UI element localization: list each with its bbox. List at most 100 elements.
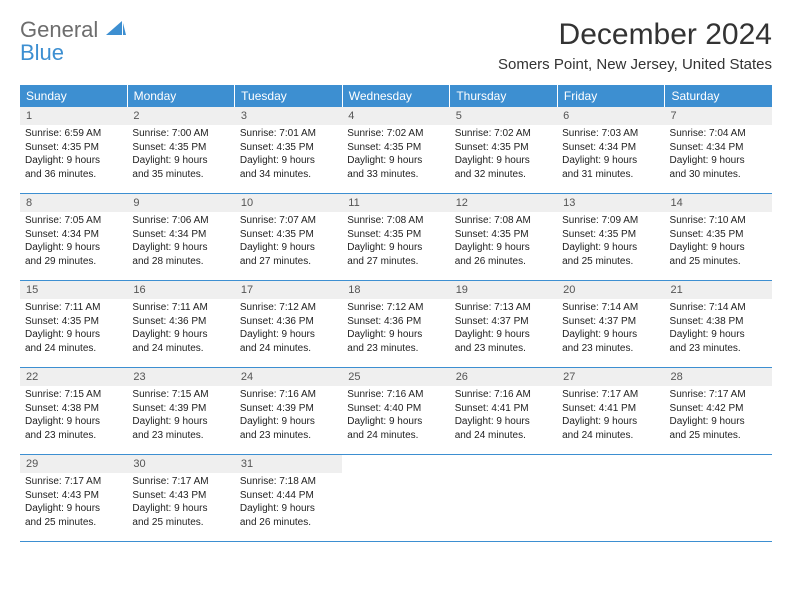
header: General Blue December 2024 Somers Point,…: [20, 18, 772, 73]
day-sunset: Sunset: 4:35 PM: [240, 141, 337, 155]
day-body: Sunrise: 7:17 AMSunset: 4:43 PMDaylight:…: [20, 473, 127, 533]
day-day1: Daylight: 9 hours: [562, 154, 659, 168]
day-day2: and 24 minutes.: [25, 342, 122, 356]
day-sunset: Sunset: 4:34 PM: [25, 228, 122, 242]
day-cell: 28Sunrise: 7:17 AMSunset: 4:42 PMDayligh…: [665, 368, 772, 454]
day-cell: 8Sunrise: 7:05 AMSunset: 4:34 PMDaylight…: [20, 194, 127, 280]
day-cell: 12Sunrise: 7:08 AMSunset: 4:35 PMDayligh…: [450, 194, 557, 280]
day-day2: and 30 minutes.: [670, 168, 767, 182]
day-body: Sunrise: 7:15 AMSunset: 4:39 PMDaylight:…: [127, 386, 234, 446]
day-day2: and 28 minutes.: [132, 255, 229, 269]
day-day2: and 24 minutes.: [455, 429, 552, 443]
day-body: Sunrise: 7:15 AMSunset: 4:38 PMDaylight:…: [20, 386, 127, 446]
day-sunrise: Sunrise: 7:17 AM: [670, 388, 767, 402]
day-body: Sunrise: 7:13 AMSunset: 4:37 PMDaylight:…: [450, 299, 557, 359]
day-sunset: Sunset: 4:35 PM: [25, 141, 122, 155]
day-cell: [342, 455, 449, 541]
day-sunset: Sunset: 4:40 PM: [347, 402, 444, 416]
logo-sail-icon: [106, 21, 126, 37]
day-day2: and 24 minutes.: [562, 429, 659, 443]
day-cell: 7Sunrise: 7:04 AMSunset: 4:34 PMDaylight…: [665, 107, 772, 193]
weekday-header-row: SundayMondayTuesdayWednesdayThursdayFrid…: [20, 85, 772, 107]
day-sunset: Sunset: 4:36 PM: [132, 315, 229, 329]
day-sunrise: Sunrise: 7:14 AM: [670, 301, 767, 315]
day-sunrise: Sunrise: 7:02 AM: [455, 127, 552, 141]
day-day2: and 36 minutes.: [25, 168, 122, 182]
day-number: 19: [450, 281, 557, 299]
day-number: 7: [665, 107, 772, 125]
day-cell: 27Sunrise: 7:17 AMSunset: 4:41 PMDayligh…: [557, 368, 664, 454]
day-day2: and 25 minutes.: [562, 255, 659, 269]
day-sunset: Sunset: 4:34 PM: [132, 228, 229, 242]
day-body: Sunrise: 6:59 AMSunset: 4:35 PMDaylight:…: [20, 125, 127, 185]
day-sunset: Sunset: 4:34 PM: [562, 141, 659, 155]
day-day1: Daylight: 9 hours: [562, 415, 659, 429]
day-sunset: Sunset: 4:42 PM: [670, 402, 767, 416]
day-day1: Daylight: 9 hours: [240, 415, 337, 429]
day-body: Sunrise: 7:18 AMSunset: 4:44 PMDaylight:…: [235, 473, 342, 533]
day-sunrise: Sunrise: 7:09 AM: [562, 214, 659, 228]
week-row: 15Sunrise: 7:11 AMSunset: 4:35 PMDayligh…: [20, 281, 772, 368]
week-row: 8Sunrise: 7:05 AMSunset: 4:34 PMDaylight…: [20, 194, 772, 281]
day-cell: 9Sunrise: 7:06 AMSunset: 4:34 PMDaylight…: [127, 194, 234, 280]
day-sunset: Sunset: 4:43 PM: [25, 489, 122, 503]
day-cell: 13Sunrise: 7:09 AMSunset: 4:35 PMDayligh…: [557, 194, 664, 280]
day-sunset: Sunset: 4:35 PM: [455, 141, 552, 155]
day-day1: Daylight: 9 hours: [25, 328, 122, 342]
day-cell: 2Sunrise: 7:00 AMSunset: 4:35 PMDaylight…: [127, 107, 234, 193]
day-day2: and 25 minutes.: [670, 255, 767, 269]
day-number: 2: [127, 107, 234, 125]
title-block: December 2024 Somers Point, New Jersey, …: [498, 18, 772, 73]
day-day2: and 24 minutes.: [347, 429, 444, 443]
day-body: Sunrise: 7:11 AMSunset: 4:36 PMDaylight:…: [127, 299, 234, 359]
day-number: 8: [20, 194, 127, 212]
day-day2: and 25 minutes.: [25, 516, 122, 530]
day-sunrise: Sunrise: 7:16 AM: [347, 388, 444, 402]
day-number: 22: [20, 368, 127, 386]
day-cell: 6Sunrise: 7:03 AMSunset: 4:34 PMDaylight…: [557, 107, 664, 193]
day-sunset: Sunset: 4:35 PM: [240, 228, 337, 242]
day-day1: Daylight: 9 hours: [670, 328, 767, 342]
weeks-container: 1Sunrise: 6:59 AMSunset: 4:35 PMDaylight…: [20, 107, 772, 542]
day-day1: Daylight: 9 hours: [455, 415, 552, 429]
day-day2: and 23 minutes.: [132, 429, 229, 443]
day-body: Sunrise: 7:16 AMSunset: 4:40 PMDaylight:…: [342, 386, 449, 446]
day-body: Sunrise: 7:04 AMSunset: 4:34 PMDaylight:…: [665, 125, 772, 185]
day-day2: and 23 minutes.: [562, 342, 659, 356]
day-sunrise: Sunrise: 7:17 AM: [25, 475, 122, 489]
day-cell: 16Sunrise: 7:11 AMSunset: 4:36 PMDayligh…: [127, 281, 234, 367]
weekday-header: Thursday: [450, 85, 558, 107]
weekday-header: Friday: [558, 85, 666, 107]
day-sunrise: Sunrise: 7:12 AM: [347, 301, 444, 315]
day-number: 20: [557, 281, 664, 299]
day-sunrise: Sunrise: 7:07 AM: [240, 214, 337, 228]
day-day1: Daylight: 9 hours: [670, 241, 767, 255]
day-day2: and 24 minutes.: [240, 342, 337, 356]
day-number: 24: [235, 368, 342, 386]
day-day1: Daylight: 9 hours: [455, 241, 552, 255]
day-cell: 31Sunrise: 7:18 AMSunset: 4:44 PMDayligh…: [235, 455, 342, 541]
day-sunrise: Sunrise: 7:16 AM: [455, 388, 552, 402]
day-number: 29: [20, 455, 127, 473]
day-sunset: Sunset: 4:39 PM: [132, 402, 229, 416]
day-number: 14: [665, 194, 772, 212]
day-sunset: Sunset: 4:35 PM: [670, 228, 767, 242]
day-sunrise: Sunrise: 7:17 AM: [132, 475, 229, 489]
weekday-header: Tuesday: [235, 85, 343, 107]
day-sunrise: Sunrise: 7:03 AM: [562, 127, 659, 141]
day-day2: and 26 minutes.: [455, 255, 552, 269]
day-sunset: Sunset: 4:37 PM: [562, 315, 659, 329]
day-cell: 18Sunrise: 7:12 AMSunset: 4:36 PMDayligh…: [342, 281, 449, 367]
weekday-header: Sunday: [20, 85, 128, 107]
day-body: Sunrise: 7:10 AMSunset: 4:35 PMDaylight:…: [665, 212, 772, 272]
day-cell: 11Sunrise: 7:08 AMSunset: 4:35 PMDayligh…: [342, 194, 449, 280]
day-day2: and 27 minutes.: [240, 255, 337, 269]
day-cell: 25Sunrise: 7:16 AMSunset: 4:40 PMDayligh…: [342, 368, 449, 454]
day-sunset: Sunset: 4:35 PM: [132, 141, 229, 155]
day-sunset: Sunset: 4:34 PM: [670, 141, 767, 155]
day-sunrise: Sunrise: 6:59 AM: [25, 127, 122, 141]
day-day1: Daylight: 9 hours: [132, 241, 229, 255]
day-body: Sunrise: 7:07 AMSunset: 4:35 PMDaylight:…: [235, 212, 342, 272]
day-cell: 19Sunrise: 7:13 AMSunset: 4:37 PMDayligh…: [450, 281, 557, 367]
day-sunrise: Sunrise: 7:01 AM: [240, 127, 337, 141]
